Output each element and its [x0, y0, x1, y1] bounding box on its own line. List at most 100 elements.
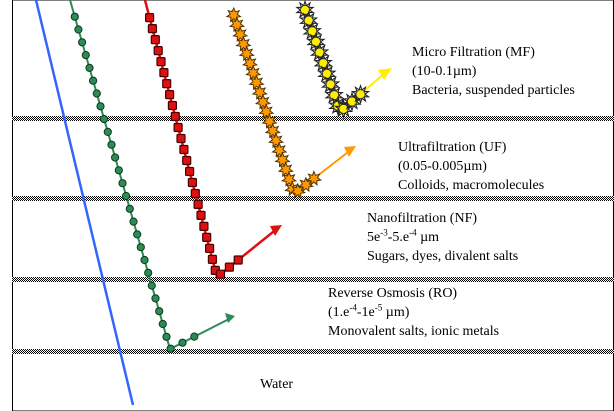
mf-retains: Bacteria, suspended particles — [412, 83, 575, 98]
ro-particle — [74, 25, 83, 34]
uf-particle — [225, 6, 242, 23]
mf-label: Micro Filtration (MF) (10-0.1µm) Bacteri… — [412, 43, 575, 100]
ro-particle — [158, 319, 167, 329]
uf-particle — [248, 74, 265, 91]
nf-particle — [150, 34, 160, 45]
water-label: Water — [260, 375, 293, 394]
nf-particle — [182, 155, 192, 166]
uf-particle — [264, 122, 281, 139]
ro-particle — [70, 12, 79, 21]
ro-particle — [125, 204, 134, 213]
ro-particle — [129, 217, 138, 226]
ro-path-line — [69, 0, 234, 351]
mf-particle-markers — [295, 0, 371, 120]
nf-particle — [233, 255, 243, 265]
ro-particle — [155, 307, 164, 316]
ro-particle — [89, 76, 98, 85]
uf-particle — [261, 112, 278, 129]
ro-particle — [118, 179, 127, 188]
nf-particle — [176, 133, 186, 144]
uf-particle — [258, 103, 275, 120]
nf-particle — [147, 24, 157, 34]
ro-particle — [85, 63, 94, 73]
uf-particle — [254, 93, 272, 110]
mf-size: (10-0.1µm) — [412, 64, 477, 79]
uf-particle — [245, 64, 262, 81]
nf-particle — [153, 45, 163, 56]
nf-particle — [193, 199, 203, 209]
nf-particle — [215, 269, 226, 279]
uf-particle — [251, 83, 268, 100]
ro-particle — [100, 115, 109, 124]
ro-particle — [114, 166, 123, 175]
nf-particle — [187, 177, 197, 188]
nf-path-line — [143, 0, 279, 280]
nf-particle — [207, 254, 217, 264]
ro-particle — [136, 243, 145, 252]
nf-particle — [202, 232, 212, 242]
mf-particle — [355, 89, 366, 100]
uf-particle — [238, 45, 255, 62]
nf-particle-markers — [145, 13, 243, 279]
membrane-uf — [12, 196, 614, 201]
nf-particle — [199, 221, 209, 231]
ro-title: Reverse Osmosis (RO) — [328, 286, 458, 301]
uf-particle — [271, 141, 288, 158]
uf-label: Ultrafiltration (UF) (0.05-0.005µm) Coll… — [398, 138, 544, 195]
uf-particle — [305, 170, 323, 186]
nf-particle — [196, 210, 206, 220]
ro-particle — [111, 153, 120, 162]
ro-particle — [166, 344, 175, 353]
uf-particle-markers — [225, 6, 323, 199]
nf-particle — [145, 13, 155, 23]
ro-particle — [81, 51, 90, 60]
membrane-nf — [12, 277, 614, 282]
membrane-mf — [12, 116, 614, 121]
uf-title: Ultrafiltration (UF) — [398, 140, 507, 155]
nf-particle — [162, 78, 172, 89]
ro-label: Reverse Osmosis (RO) (1.e-4-1e-5 µm) Mon… — [328, 284, 499, 341]
ro-particle — [133, 230, 142, 239]
ro-particle-markers — [70, 12, 199, 353]
ro-size: (1.e-4-1e-5 µm) — [328, 302, 410, 320]
uf-arrowhead — [344, 146, 356, 157]
uf-particle — [241, 55, 259, 71]
water-title: Water — [260, 377, 294, 392]
mf-title: Micro Filtration (MF) — [412, 45, 535, 60]
membrane-ro — [12, 349, 614, 354]
uf-particle — [280, 171, 298, 187]
mf-arrowhead — [378, 68, 392, 80]
nf-retains: Sugars, dyes, divalent salts — [367, 249, 519, 264]
nf-arrowhead — [270, 225, 282, 236]
uf-particle — [267, 132, 285, 149]
nf-particle — [179, 144, 189, 155]
ro-arrowhead — [225, 313, 235, 323]
mf-particle-rays — [342, 91, 362, 112]
nf-particle — [173, 122, 183, 133]
mf-particle-rays — [350, 83, 371, 105]
ro-particle — [162, 332, 171, 341]
nf-size: 5e-3-5.e-4 µm — [367, 227, 440, 245]
nf-particle — [170, 111, 180, 122]
ro-particle — [151, 294, 160, 303]
ro-particle — [122, 191, 131, 201]
uf-particle — [277, 161, 294, 178]
uf-particle — [235, 35, 252, 52]
uf-retains: Colloids, macromolecules — [398, 178, 545, 193]
ro-particle — [144, 268, 153, 277]
ro-particle — [140, 255, 149, 265]
ro-particle — [78, 38, 87, 47]
nf-particle — [185, 166, 195, 177]
ro-retains: Monovalent salts, ionic metals — [328, 324, 500, 339]
ro-particle — [96, 102, 105, 111]
nf-label: Nanofiltration (NF) 5e-3-5.e-4 µm Sugars… — [367, 209, 518, 266]
uf-particle — [274, 151, 291, 168]
ro-particle — [92, 89, 101, 98]
uf-particle — [228, 16, 246, 33]
nf-particle — [190, 188, 200, 199]
nf-particle — [159, 67, 169, 78]
mf-particle-rays — [333, 98, 354, 120]
nf-particle — [205, 243, 215, 253]
ro-particle — [178, 338, 187, 347]
ro-particle — [103, 127, 112, 136]
